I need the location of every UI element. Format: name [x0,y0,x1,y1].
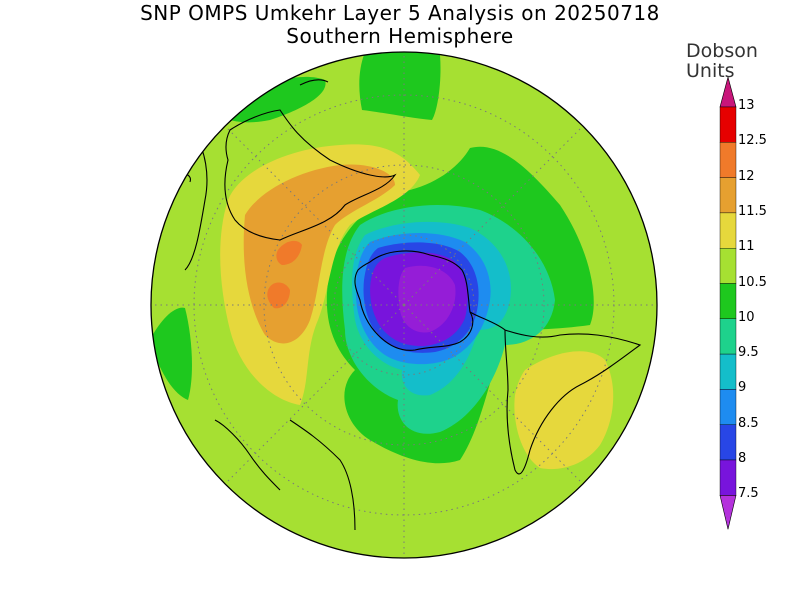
colorbar-label-12: 12 [738,168,755,184]
coast-island-a [299,79,329,86]
colorbar-bottom-arrow [719,494,737,530]
colorbar-label-8-5: 8.5 [738,415,759,431]
colorbar-swatch-10-5 [719,247,737,284]
coast-newzealand [214,419,281,491]
colorbar-swatch-7-5 [719,459,737,496]
colorbar-swatch-10 [719,283,737,319]
colorbar [719,75,737,530]
map-subtitle: Southern Hemisphere [286,24,514,48]
colorbar-swatch-8-5 [719,389,737,425]
colorbar-swatch-12 [719,142,737,178]
colorbar-label-9-5: 9.5 [738,345,759,361]
field-12-spot-a [276,240,302,265]
colorbar-label-11-5: 11.5 [738,203,767,219]
colorbar-label-12-5: 12.5 [738,133,767,149]
field-12-spot-b [267,282,290,309]
coast-southern [289,419,356,531]
coast-antarctica [354,250,474,351]
colorbar-swatch-11 [719,212,737,249]
colorbar-swatch-9 [719,353,737,390]
graticule [151,52,657,558]
colorbar-label-13: 13 [738,98,755,113]
coast-peninsula [469,311,506,331]
field-10-top [359,52,441,120]
colorbar-label-11: 11 [738,239,755,255]
coast-south-america [504,329,642,475]
field-core [398,265,456,333]
units-line-1: Dobson [686,40,758,62]
colorbar-swatch-12-5 [719,106,737,143]
units-label: Dobson Units [686,41,758,81]
colorbar-label-8: 8 [738,451,747,466]
coast-australia [224,109,397,241]
units-line-2: Units [686,60,735,82]
colorbar-label-10: 10 [738,309,755,325]
contour-fields [151,52,657,558]
colorbar-label-10-5: 10.5 [738,274,767,290]
map-title: SNP OMPS Umkehr Layer 5 Analysis on 2025… [140,1,660,25]
field-10-left [151,307,192,400]
map-outline [150,51,658,559]
colorbar-swatch-9-5 [719,318,737,355]
colorbar-swatch-8 [719,424,737,461]
colorbar-label-9: 9 [738,380,747,396]
colorbar-label-7-5: 7.5 [738,486,759,502]
colorbar-swatch-11-5 [719,177,737,214]
